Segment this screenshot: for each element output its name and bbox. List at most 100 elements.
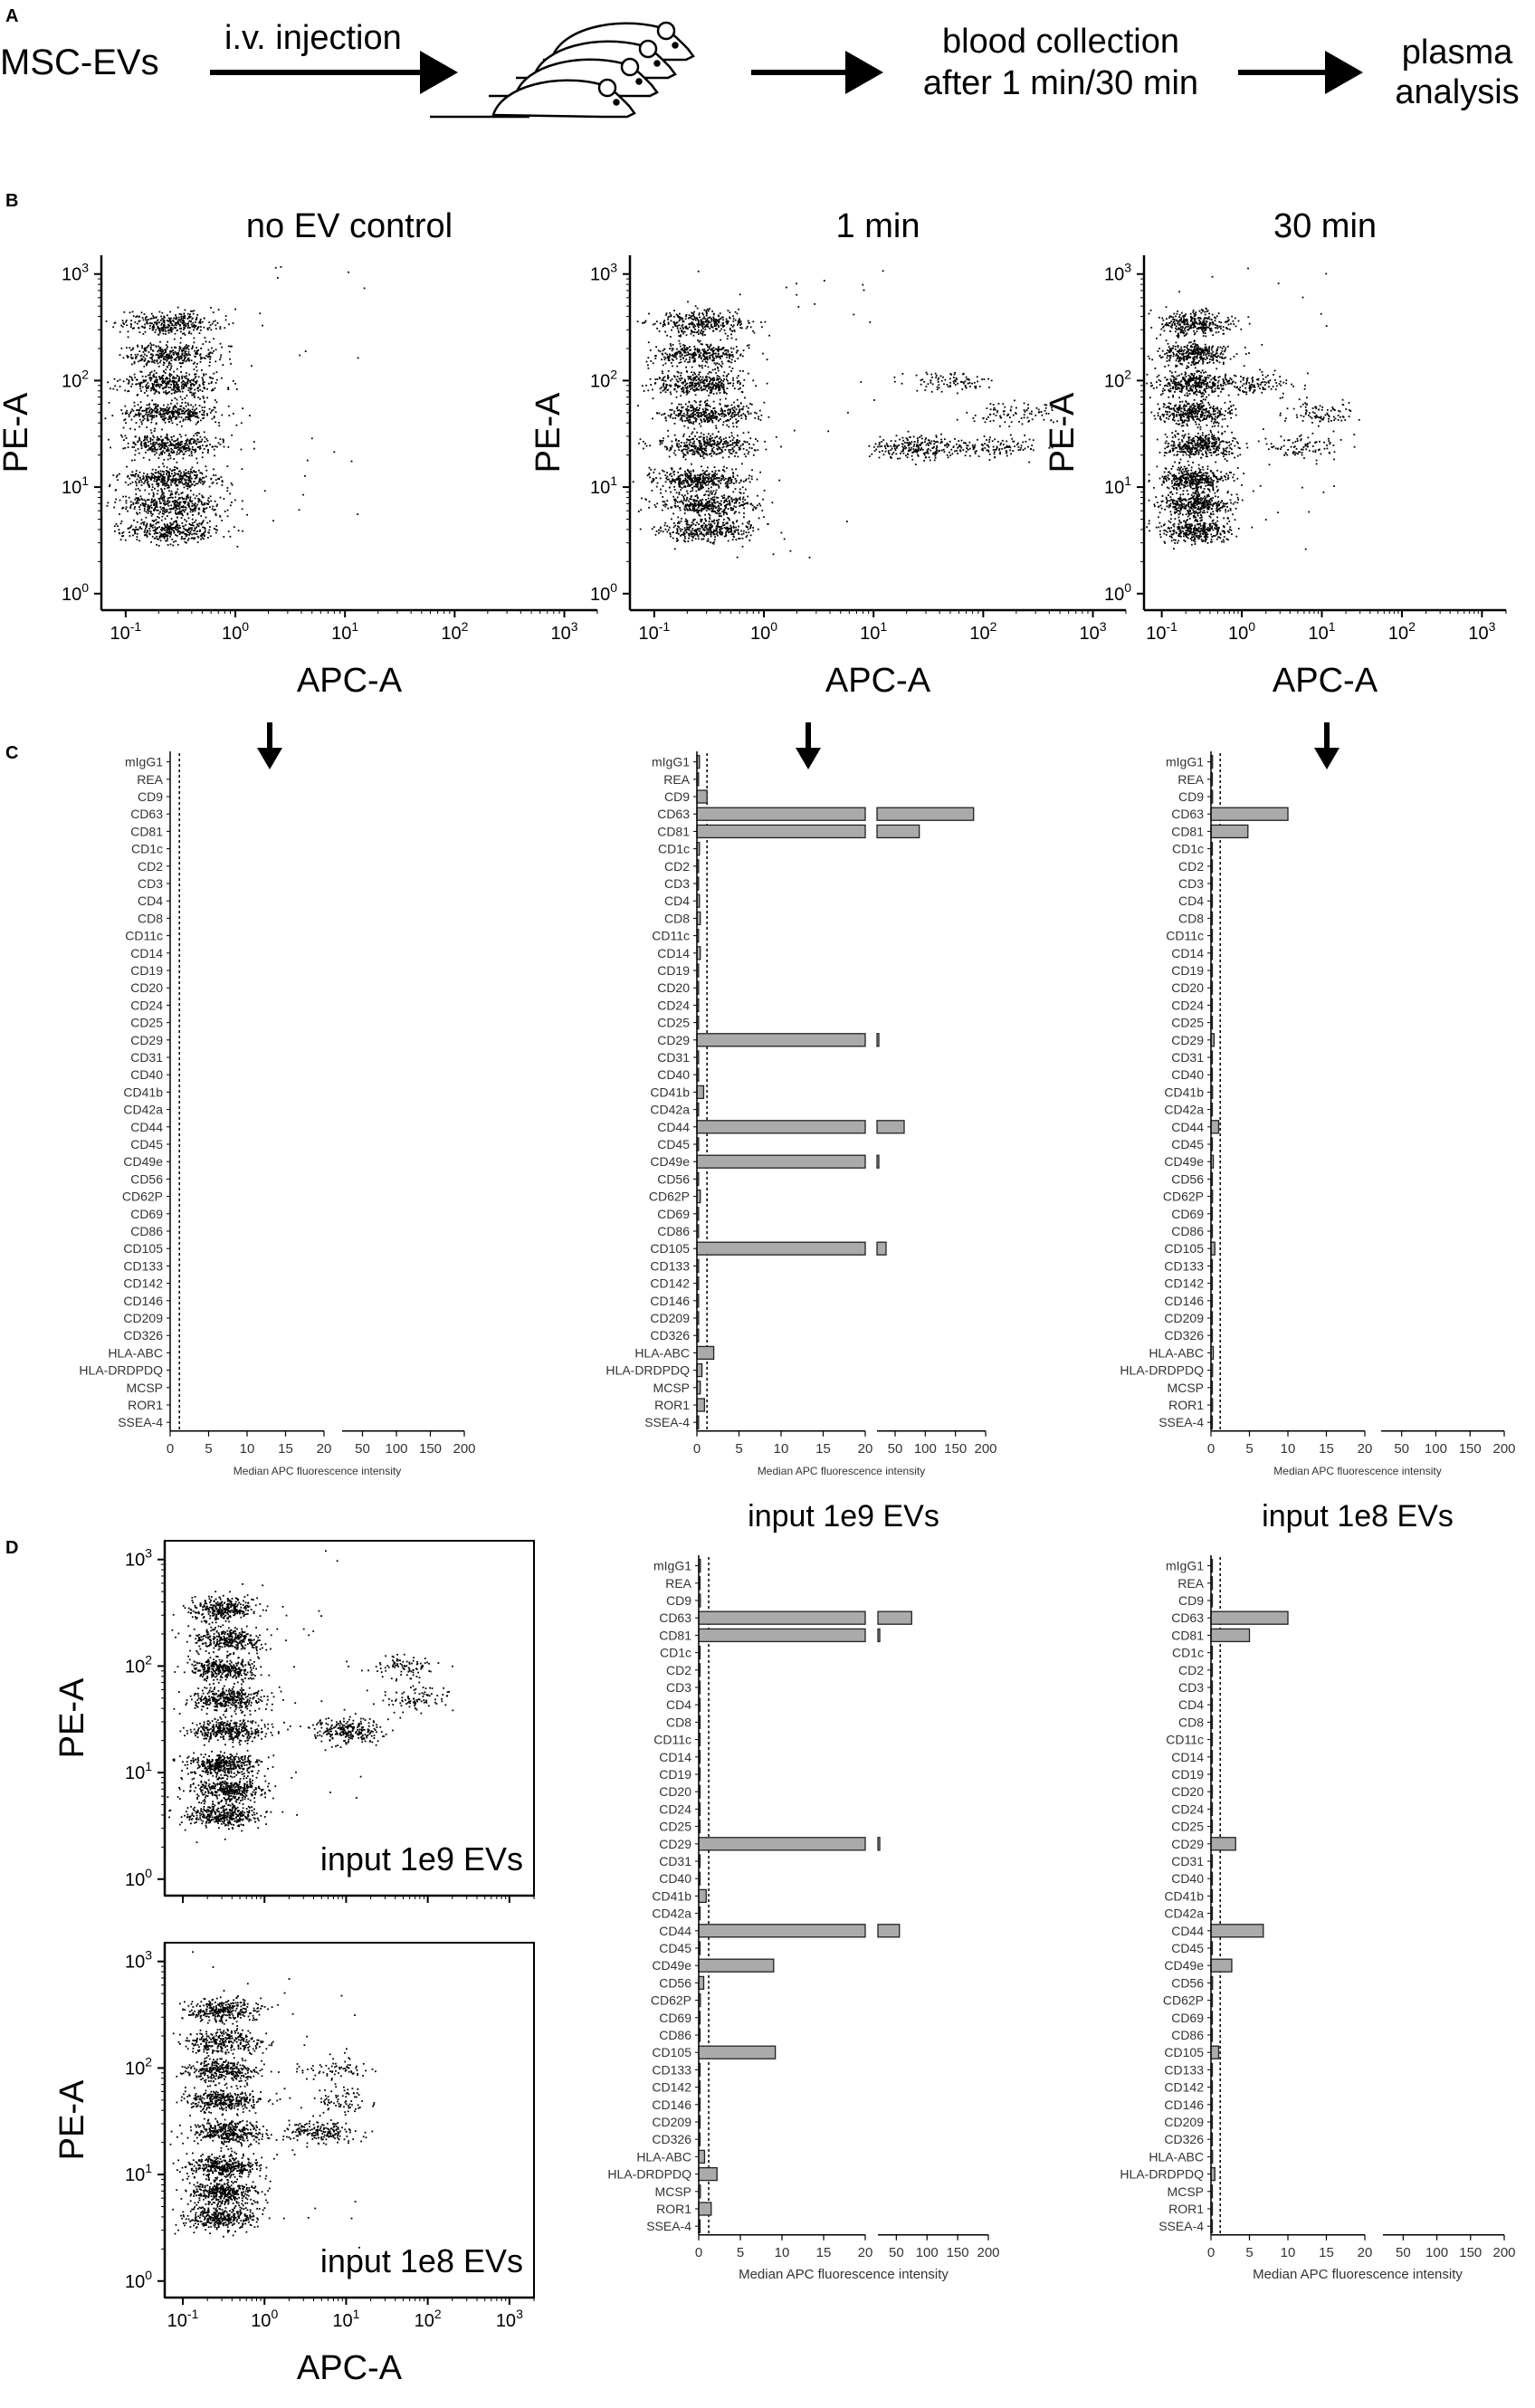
data-point — [264, 490, 266, 492]
data-point — [701, 326, 703, 328]
data-point — [730, 334, 732, 336]
data-point — [141, 441, 143, 443]
data-point — [177, 307, 179, 309]
data-point — [201, 473, 203, 474]
data-point — [163, 502, 165, 504]
data-point — [663, 390, 664, 392]
data-point — [689, 314, 691, 316]
data-point — [177, 445, 179, 447]
data-point — [185, 451, 186, 453]
data-point — [126, 502, 128, 504]
data-point — [201, 524, 203, 526]
data-point — [681, 372, 682, 374]
data-point — [197, 498, 199, 500]
data-point — [171, 399, 173, 401]
data-point — [695, 385, 697, 387]
data-point — [175, 510, 176, 511]
data-point — [155, 472, 157, 473]
data-point — [139, 359, 141, 361]
data-point — [644, 390, 645, 392]
data-point — [109, 402, 110, 404]
data-point — [660, 444, 662, 445]
data-point — [129, 376, 131, 377]
data-point — [156, 510, 157, 511]
data-point — [209, 358, 211, 360]
data-point — [134, 444, 136, 445]
data-point — [724, 441, 726, 443]
data-point — [205, 341, 207, 343]
data-point — [682, 452, 684, 454]
data-point — [721, 382, 723, 384]
data-point — [168, 332, 170, 334]
data-point — [163, 358, 165, 359]
data-point — [714, 466, 716, 468]
data-point — [180, 475, 182, 477]
data-point — [737, 382, 739, 384]
data-point — [720, 441, 722, 443]
data-point — [215, 532, 217, 534]
data-point — [660, 489, 662, 491]
data-point — [181, 443, 183, 444]
data-point — [732, 409, 734, 411]
data-point — [679, 317, 681, 319]
data-point — [704, 365, 706, 367]
data-point — [686, 394, 688, 396]
data-point — [761, 326, 763, 328]
data-point — [130, 354, 132, 356]
data-point — [179, 498, 181, 500]
data-point — [722, 324, 724, 326]
data-point — [148, 405, 150, 406]
workflow-step1-label: i.v. injection — [224, 19, 402, 57]
data-point — [203, 510, 205, 511]
data-point — [660, 442, 662, 444]
data-point — [277, 277, 279, 279]
data-point — [163, 358, 165, 360]
data-point — [748, 373, 749, 375]
data-point — [682, 387, 684, 389]
data-point — [149, 533, 151, 535]
data-point — [181, 382, 183, 384]
data-point — [739, 483, 740, 484]
data-point — [737, 399, 739, 401]
data-point — [716, 427, 718, 429]
data-point — [150, 322, 152, 324]
data-point — [690, 317, 691, 319]
data-point — [680, 358, 682, 360]
data-point — [185, 326, 186, 328]
data-point — [717, 375, 719, 377]
data-point — [187, 327, 189, 329]
data-point — [683, 425, 685, 427]
data-point — [149, 530, 151, 532]
data-point — [684, 474, 686, 476]
data-point — [188, 530, 190, 531]
data-point — [720, 365, 722, 367]
data-point — [710, 406, 711, 407]
data-point — [195, 366, 197, 368]
data-point — [737, 313, 739, 315]
data-point — [154, 501, 156, 502]
data-point — [703, 436, 705, 438]
data-point — [701, 378, 703, 380]
data-point — [663, 321, 665, 323]
data-point — [168, 391, 170, 393]
data-point — [167, 324, 169, 326]
data-point — [140, 480, 142, 482]
data-point — [155, 449, 157, 451]
data-point — [170, 403, 172, 405]
data-point — [209, 341, 211, 343]
data-point — [739, 440, 740, 442]
data-point — [188, 351, 190, 353]
data-point — [156, 345, 157, 347]
data-point — [673, 453, 675, 454]
data-point — [732, 451, 734, 453]
data-point — [158, 349, 160, 351]
data-point — [203, 396, 205, 397]
data-point — [754, 332, 756, 334]
data-point — [170, 327, 172, 329]
data-point — [691, 471, 692, 473]
data-point — [192, 514, 194, 516]
data-point — [228, 530, 230, 532]
data-point — [689, 450, 691, 452]
data-point — [686, 314, 688, 316]
data-point — [723, 392, 725, 394]
